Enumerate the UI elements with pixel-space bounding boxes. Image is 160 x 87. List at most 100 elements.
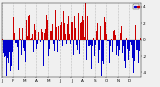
Bar [67, 24, 68, 40]
Bar [7, 40, 8, 58]
Bar [47, 20, 48, 40]
Bar [75, 28, 76, 40]
Bar [17, 40, 18, 48]
Bar [51, 31, 52, 40]
Bar [139, 24, 140, 40]
Bar [5, 40, 6, 56]
Bar [121, 26, 122, 40]
Bar [24, 40, 25, 51]
Bar [69, 34, 70, 40]
Bar [120, 33, 121, 40]
Bar [43, 40, 44, 66]
Bar [73, 40, 74, 55]
Bar [93, 38, 94, 40]
Bar [35, 30, 36, 40]
Bar [16, 40, 17, 43]
Bar [74, 16, 75, 40]
Bar [46, 15, 47, 40]
Bar [59, 40, 60, 41]
Bar [22, 28, 23, 40]
Bar [71, 22, 72, 40]
Bar [15, 40, 16, 43]
Bar [10, 40, 11, 71]
Bar [138, 40, 139, 63]
Bar [28, 16, 29, 40]
Bar [1, 40, 2, 41]
Bar [48, 40, 49, 56]
Bar [42, 32, 43, 40]
Bar [113, 31, 114, 40]
Bar [125, 40, 126, 68]
Bar [25, 40, 26, 62]
Bar [118, 25, 119, 40]
Bar [81, 22, 82, 40]
Bar [83, 20, 84, 40]
Bar [4, 40, 5, 57]
Bar [128, 40, 129, 60]
Bar [130, 40, 131, 42]
Bar [119, 40, 120, 50]
Bar [77, 40, 78, 50]
Bar [88, 40, 89, 46]
Bar [65, 34, 66, 40]
Bar [56, 27, 57, 40]
Bar [102, 40, 103, 61]
Bar [124, 40, 125, 61]
Bar [95, 40, 96, 45]
Bar [112, 40, 113, 52]
Bar [60, 40, 61, 42]
Bar [78, 13, 79, 40]
Bar [34, 23, 35, 40]
Bar [26, 20, 27, 40]
Bar [136, 40, 137, 50]
Bar [62, 40, 63, 46]
Bar [98, 40, 99, 63]
Bar [85, 3, 86, 40]
Bar [132, 40, 133, 58]
Bar [97, 3, 98, 40]
Bar [40, 40, 41, 42]
Bar [122, 40, 123, 53]
Bar [114, 30, 115, 40]
Bar [41, 29, 42, 40]
Bar [79, 40, 80, 54]
Bar [115, 35, 116, 40]
Bar [45, 29, 46, 40]
Bar [21, 40, 22, 55]
Bar [107, 40, 108, 41]
Bar [66, 40, 67, 44]
Bar [27, 36, 28, 40]
Bar [104, 17, 105, 40]
Bar [64, 23, 65, 40]
Bar [90, 40, 91, 46]
Bar [82, 16, 83, 40]
Bar [53, 40, 54, 44]
Bar [36, 40, 37, 49]
Bar [38, 32, 39, 40]
Bar [76, 28, 77, 40]
Bar [101, 40, 102, 76]
Bar [99, 40, 100, 50]
Bar [131, 40, 132, 63]
Bar [87, 16, 88, 40]
Bar [137, 40, 138, 50]
Bar [70, 40, 71, 44]
Bar [105, 22, 106, 40]
Bar [19, 27, 20, 40]
Bar [44, 3, 45, 40]
Bar [134, 40, 135, 61]
Bar [133, 40, 134, 73]
Bar [6, 40, 7, 76]
Bar [126, 35, 127, 40]
Bar [123, 40, 124, 50]
Bar [11, 40, 12, 66]
Bar [37, 40, 38, 44]
Bar [92, 22, 93, 40]
Bar [23, 40, 24, 48]
Bar [20, 39, 21, 40]
Bar [89, 31, 90, 40]
Bar [106, 34, 107, 40]
Bar [18, 40, 19, 70]
Bar [72, 22, 73, 40]
Bar [117, 40, 118, 46]
